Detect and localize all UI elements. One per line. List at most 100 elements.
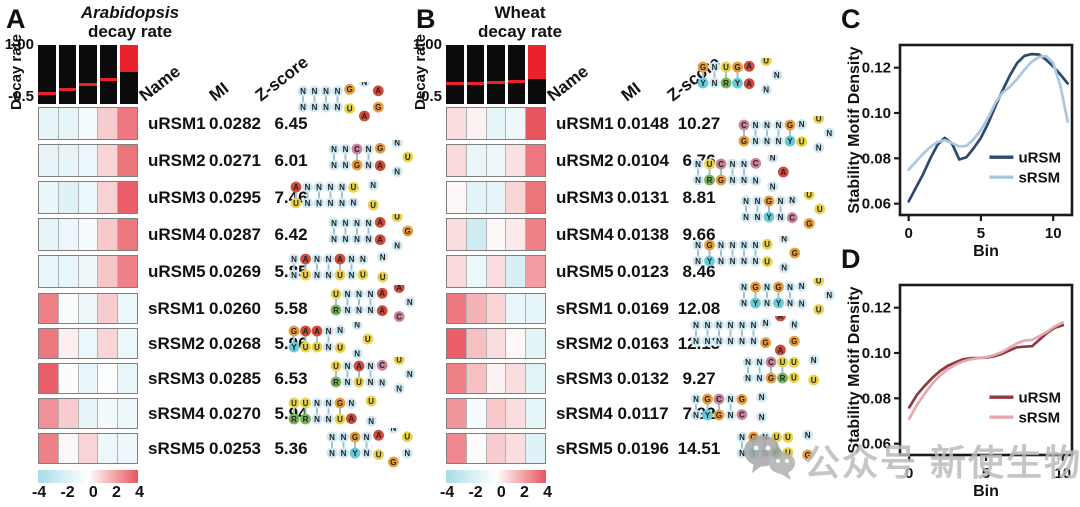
heatmap-cell xyxy=(78,108,99,139)
mi-value: 0.0270 xyxy=(209,403,261,423)
mi-value: 0.0260 xyxy=(209,298,261,318)
motif-table-row: uRSM3 0.0131 8.81 xyxy=(446,181,726,214)
heatmap-cell xyxy=(486,399,507,428)
heatmap-cell xyxy=(486,219,507,250)
svg-text:Y: Y xyxy=(776,299,782,308)
svg-text:N: N xyxy=(759,393,765,402)
svg-text:U: U xyxy=(816,116,822,123)
svg-text:N: N xyxy=(770,182,776,191)
panel-a-srsm-rows: sRSM1 0.0260 5.58 sRSM2 0.0268 5.96 sRSM… xyxy=(38,293,318,468)
svg-text:0.12: 0.12 xyxy=(862,60,891,77)
motif-name: sRSM4 xyxy=(148,403,205,423)
panel-b-decay-barchart xyxy=(446,45,546,104)
svg-text:C: C xyxy=(354,145,360,154)
motif-table-row: sRSM5 0.0196 14.51 xyxy=(446,433,726,464)
mi-value: 0.0196 xyxy=(617,438,669,458)
svg-text:N: N xyxy=(816,143,822,152)
svg-text:N: N xyxy=(764,121,770,130)
svg-text:N: N xyxy=(763,319,769,328)
heatmap-cell xyxy=(58,108,79,139)
z-score-value: 5.58 xyxy=(274,298,308,318)
heatmap-cell xyxy=(506,145,527,176)
heatmap-cell xyxy=(39,399,59,428)
svg-text:N: N xyxy=(799,120,805,129)
svg-text:N: N xyxy=(366,235,372,244)
heatmap-cell xyxy=(39,329,59,358)
svg-text:G: G xyxy=(792,249,798,258)
heatmap-cell xyxy=(526,329,545,358)
svg-text:G: G xyxy=(405,227,411,236)
heatmap-cell xyxy=(78,329,99,358)
heatmap-row xyxy=(446,328,546,359)
panel-b-colheader-mi: MI xyxy=(617,78,645,106)
heatmap-cell xyxy=(447,434,467,463)
heatmap-cell xyxy=(466,256,487,287)
svg-text:N: N xyxy=(763,85,769,94)
svg-text:N: N xyxy=(781,236,787,243)
svg-text:G: G xyxy=(775,283,781,292)
mi-value: 0.0287 xyxy=(209,224,261,244)
motif-name: uRSM3 xyxy=(148,187,206,207)
svg-text:N: N xyxy=(345,378,351,387)
heatmap-cell xyxy=(118,329,137,358)
colorbar-tick: -2 xyxy=(468,484,483,501)
heatmap-cell xyxy=(466,219,487,250)
svg-text:R: R xyxy=(723,79,729,88)
svg-text:N: N xyxy=(331,161,337,170)
colorbar-tick: -4 xyxy=(440,484,455,501)
heatmap-cell xyxy=(526,219,545,250)
svg-text:N: N xyxy=(728,395,734,404)
svg-text:N: N xyxy=(753,121,759,130)
heatmap-cell xyxy=(486,294,507,323)
heatmap-cell xyxy=(118,434,137,463)
decay-bar xyxy=(446,45,464,104)
svg-text:N: N xyxy=(349,399,355,408)
svg-text:N: N xyxy=(326,343,332,352)
panel-a-ursm-rows: uRSM1 0.0282 6.45 uRSM2 0.0271 6.01 uRSM… xyxy=(38,107,318,292)
svg-text:N: N xyxy=(323,87,329,96)
svg-text:N: N xyxy=(354,235,360,244)
panel-b-ytick-bottom: -0.5 xyxy=(416,88,442,105)
svg-text:N: N xyxy=(753,137,759,146)
panel-a-title-line1: Arabidopsis xyxy=(80,3,180,22)
motif-name: sRSM2 xyxy=(148,333,205,353)
motif-name: uRSM3 xyxy=(556,187,614,207)
svg-text:C: C xyxy=(789,214,795,223)
svg-text:N: N xyxy=(759,413,765,422)
decay-bar xyxy=(528,45,546,104)
motif-name: uRSM2 xyxy=(556,150,614,170)
svg-text:N: N xyxy=(741,257,747,266)
heatmap-cell xyxy=(39,256,59,287)
svg-text:C: C xyxy=(379,361,385,370)
svg-text:A: A xyxy=(362,112,368,121)
heatmap-cell xyxy=(118,145,137,176)
svg-text:N: N xyxy=(337,326,343,335)
decay-bar xyxy=(487,45,505,104)
svg-text:N: N xyxy=(364,449,370,458)
watermark: 公众号 新使生物 xyxy=(742,432,1080,487)
svg-text:N: N xyxy=(753,177,759,186)
heatmap-cell xyxy=(486,108,507,139)
heatmap-cell xyxy=(98,329,119,358)
heatmap-cell xyxy=(78,256,99,287)
heatmap-cell xyxy=(526,182,545,213)
heatmap-row xyxy=(38,181,138,214)
heatmap-cell xyxy=(78,434,99,463)
z-score-value: 5.36 xyxy=(274,438,308,458)
svg-text:N: N xyxy=(368,290,374,299)
panel-b-colorbar xyxy=(446,470,546,483)
heatmap-cell xyxy=(98,364,119,393)
svg-text:N: N xyxy=(379,379,385,388)
svg-text:N: N xyxy=(349,255,355,264)
motif-name: uRSM5 xyxy=(148,261,206,281)
z-score-value: 6.76 xyxy=(682,150,716,170)
heatmap-row xyxy=(446,363,546,394)
decay-bar xyxy=(79,45,97,104)
svg-text:N: N xyxy=(368,378,374,387)
svg-text:N: N xyxy=(368,362,374,371)
colorbar-tick: 4 xyxy=(543,484,552,501)
svg-text:N: N xyxy=(326,271,332,280)
